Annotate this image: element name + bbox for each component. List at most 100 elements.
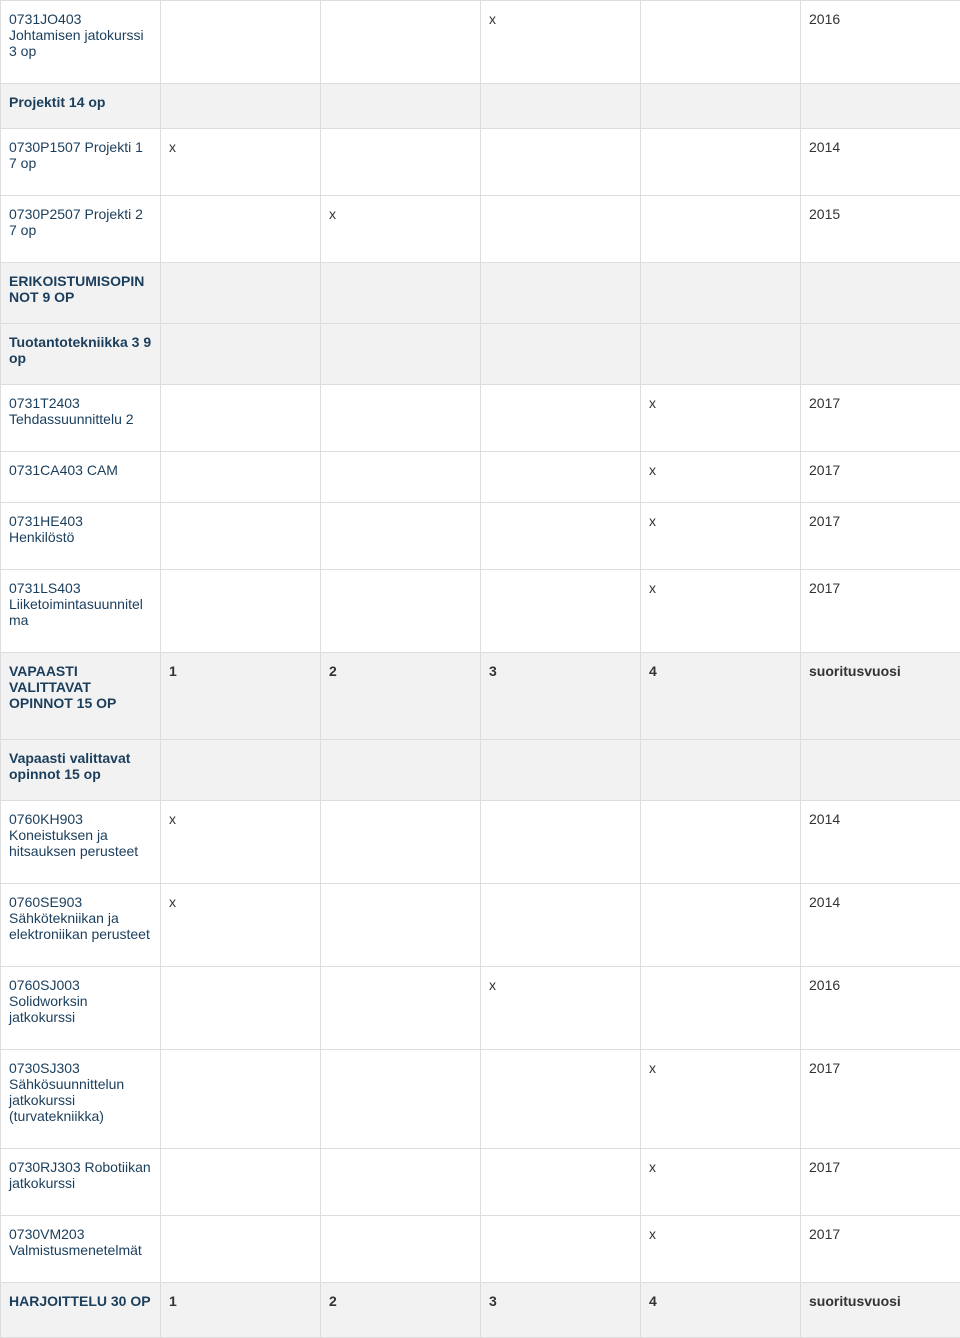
cell-c2 <box>321 570 481 653</box>
cell-c5: 2017 <box>801 570 960 653</box>
header-row: VAPAASTI VALITTAVAT OPINNOT 15 OP1234suo… <box>1 653 960 740</box>
course-name: 0731T2403 Tehdassuunnittelu 2 <box>1 385 161 452</box>
section-label: ERIKOISTUMISOPINNOT 9 OP <box>1 263 161 324</box>
cell-c2 <box>321 1050 481 1149</box>
cell-c5: 2015 <box>801 196 960 263</box>
cell-c2 <box>321 129 481 196</box>
header-col-h3: 3 <box>481 653 641 740</box>
section-label: Tuotantotekniikka 3 9 op <box>1 324 161 385</box>
cell-c3 <box>481 1050 641 1149</box>
table-row: 0731HE403 Henkilöstöx2017 <box>1 503 960 570</box>
cell-c2 <box>321 503 481 570</box>
cell-c3 <box>481 884 641 967</box>
cell-c4 <box>641 1 801 84</box>
cell-c2 <box>321 1149 481 1216</box>
cell-c1 <box>161 1050 321 1149</box>
cell-c5: 2017 <box>801 1050 960 1149</box>
cell-c4 <box>641 967 801 1050</box>
empty-cell <box>801 740 960 801</box>
empty-cell <box>801 324 960 385</box>
cell-c2: x <box>321 196 481 263</box>
course-name: 0730VM203 Valmistusmenetelmät <box>1 1216 161 1283</box>
course-name: 0760KH903 Koneistuksen ja hitsauksen per… <box>1 801 161 884</box>
cell-c5: 2017 <box>801 385 960 452</box>
section-label: Projektit 14 op <box>1 84 161 129</box>
empty-cell <box>801 84 960 129</box>
empty-cell <box>161 84 321 129</box>
cell-c1: x <box>161 801 321 884</box>
empty-cell <box>161 263 321 324</box>
table-row: 0731T2403 Tehdassuunnittelu 2x2017 <box>1 385 960 452</box>
header-col-h3: 3 <box>481 1283 641 1338</box>
section-row: Tuotantotekniikka 3 9 op <box>1 324 960 385</box>
empty-cell <box>161 740 321 801</box>
cell-c1: x <box>161 129 321 196</box>
cell-c2 <box>321 1 481 84</box>
table-row: 0760SJ003 Solidworksin jatkokurssix2016 <box>1 967 960 1050</box>
course-name: 0731JO403 Johtamisen jatokurssi 3 op <box>1 1 161 84</box>
cell-c3 <box>481 129 641 196</box>
cell-c5: 2017 <box>801 1149 960 1216</box>
cell-c5: 2016 <box>801 967 960 1050</box>
course-name: 0730SJ303 Sähkösuunnittelun jatkokurssi … <box>1 1050 161 1149</box>
cell-c5: 2014 <box>801 801 960 884</box>
header-col-h1: 1 <box>161 653 321 740</box>
empty-cell <box>641 324 801 385</box>
table-row: 0730P2507 Projekti 2 7 opx2015 <box>1 196 960 263</box>
course-name: 0760SE903 Sähkötekniikan ja elektroniika… <box>1 884 161 967</box>
empty-cell <box>321 740 481 801</box>
cell-c5: 2016 <box>801 1 960 84</box>
curriculum-table: 0731JO403 Johtamisen jatokurssi 3 opx201… <box>0 0 960 1338</box>
cell-c3 <box>481 196 641 263</box>
cell-c2 <box>321 385 481 452</box>
cell-c4 <box>641 884 801 967</box>
cell-c2 <box>321 967 481 1050</box>
header-label: VAPAASTI VALITTAVAT OPINNOT 15 OP <box>1 653 161 740</box>
table-row: 0730P1507 Projekti 1 7 opx 2014 <box>1 129 960 196</box>
cell-c3: x <box>481 1 641 84</box>
cell-c2 <box>321 801 481 884</box>
cell-c5: 2017 <box>801 503 960 570</box>
header-col-h5: suoritusvuosi <box>801 653 960 740</box>
header-col-h4: 4 <box>641 653 801 740</box>
empty-cell <box>481 84 641 129</box>
empty-cell <box>481 740 641 801</box>
header-col-h5: suoritusvuosi <box>801 1283 960 1338</box>
cell-c5: 2017 <box>801 1216 960 1283</box>
cell-c1 <box>161 1 321 84</box>
cell-c3: x <box>481 967 641 1050</box>
table-row: 0730SJ303 Sähkösuunnittelun jatkokurssi … <box>1 1050 960 1149</box>
table-row: 0731CA403 CAMx2017 <box>1 452 960 503</box>
cell-c4: x <box>641 1149 801 1216</box>
table-row: 0730VM203 Valmistusmenetelmät x2017 <box>1 1216 960 1283</box>
cell-c5: 2014 <box>801 129 960 196</box>
cell-c4 <box>641 196 801 263</box>
section-row: Vapaasti valittavat opinnot 15 op <box>1 740 960 801</box>
header-col-h4: 4 <box>641 1283 801 1338</box>
course-name: 0730P1507 Projekti 1 7 op <box>1 129 161 196</box>
cell-c4: x <box>641 1216 801 1283</box>
table-row: 0731LS403 Liiketoimintasuunnitelmax2017 <box>1 570 960 653</box>
empty-cell <box>481 263 641 324</box>
cell-c1 <box>161 503 321 570</box>
empty-cell <box>321 263 481 324</box>
cell-c3 <box>481 503 641 570</box>
cell-c1 <box>161 452 321 503</box>
section-row: Projektit 14 op <box>1 84 960 129</box>
cell-c5: 2017 <box>801 452 960 503</box>
table-row: 0760KH903 Koneistuksen ja hitsauksen per… <box>1 801 960 884</box>
empty-cell <box>641 84 801 129</box>
cell-c2 <box>321 884 481 967</box>
cell-c1: x <box>161 884 321 967</box>
empty-cell <box>641 263 801 324</box>
empty-cell <box>321 324 481 385</box>
cell-c4: x <box>641 1050 801 1149</box>
cell-c1 <box>161 967 321 1050</box>
section-row: ERIKOISTUMISOPINNOT 9 OP <box>1 263 960 324</box>
cell-c1 <box>161 1216 321 1283</box>
cell-c3 <box>481 1149 641 1216</box>
cell-c3 <box>481 801 641 884</box>
empty-cell <box>641 740 801 801</box>
empty-cell <box>321 84 481 129</box>
header-row: HARJOITTELU 30 OP1234suoritusvuosi <box>1 1283 960 1338</box>
